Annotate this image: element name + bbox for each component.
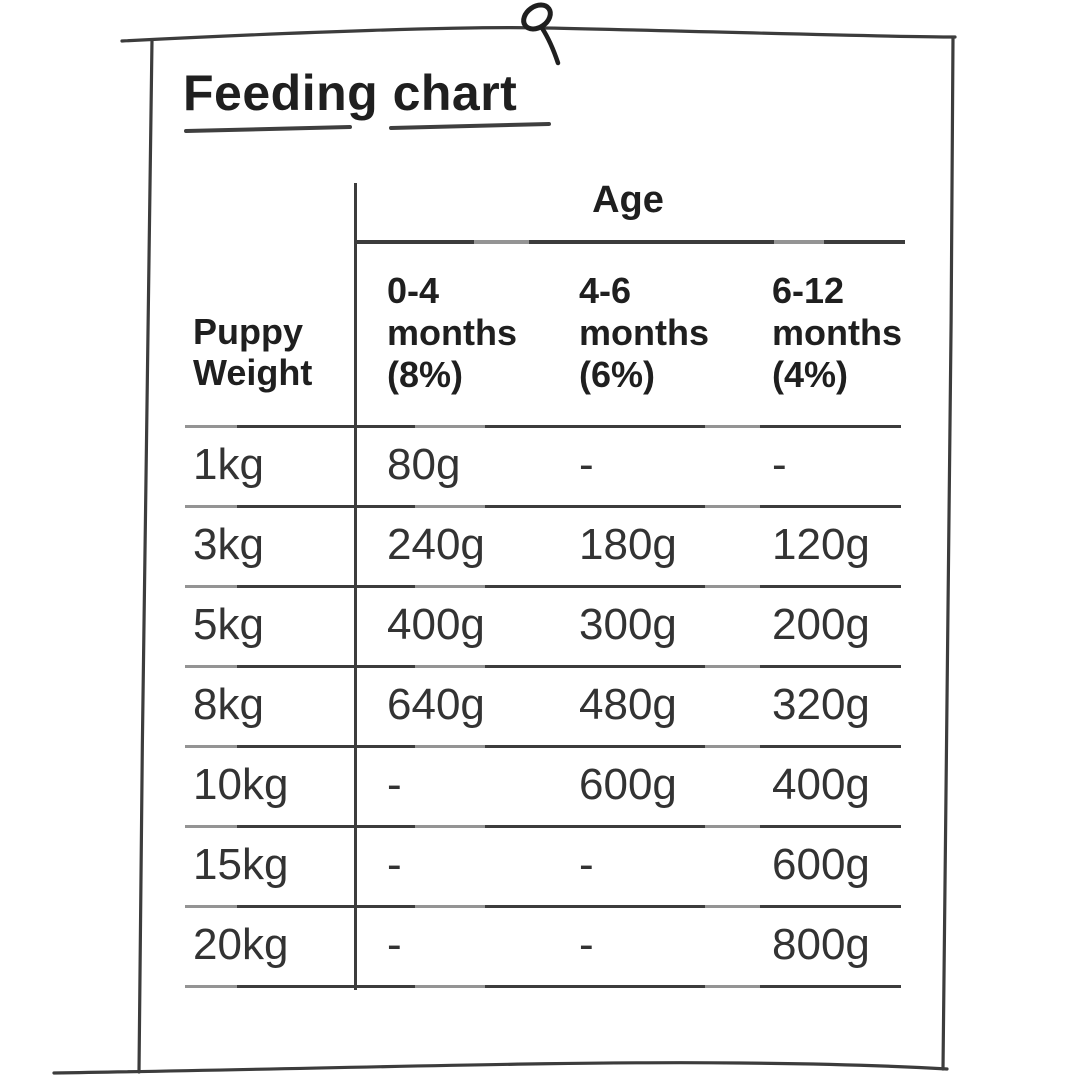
row-weight-label: 5kg (193, 600, 264, 649)
column-headers: 0-4 months (8%) 4-6 months (6%) 6-12 mon… (387, 270, 972, 396)
table-rule (185, 745, 901, 748)
cell-value: 600g (579, 760, 677, 809)
paper-bottom-edge (52, 1061, 949, 1075)
cell-value: - (579, 840, 594, 889)
cell-value: 300g (579, 600, 677, 649)
table-row: 20kg - - 800g (193, 905, 903, 985)
column-range: 6-12 (772, 270, 845, 311)
cell-value: 240g (387, 520, 485, 569)
cell-value: 180g (579, 520, 677, 569)
cell-value: 320g (772, 680, 870, 729)
table-row: 3kg 240g 180g 120g (193, 505, 903, 585)
row-weight-label: 20kg (193, 920, 289, 969)
column-percent: (4%) (772, 354, 849, 395)
table-row: 5kg 400g 300g 200g (193, 585, 903, 665)
cell-value: 600g (772, 840, 870, 889)
cell-value: 200g (772, 600, 870, 649)
table-rule (185, 985, 901, 988)
feeding-table-body: 1kg 80g - - 3kg 240g 180g 120g 5kg 400g … (193, 425, 903, 985)
paper-right-edge (941, 36, 955, 1071)
column-range: 0-4 (387, 270, 440, 311)
column-header-6-12-months: 6-12 months (4%) (772, 270, 972, 396)
table-rule (185, 425, 901, 428)
column-header-4-6-months: 4-6 months (6%) (579, 270, 772, 396)
cell-value: 480g (579, 680, 677, 729)
table-rule (185, 825, 901, 828)
cell-value: - (387, 760, 402, 809)
row-header-puppy-weight: Puppy Weight (193, 311, 313, 393)
column-unit: months (772, 312, 902, 353)
page-title: Feeding chart (183, 65, 518, 121)
cell-value: - (387, 920, 402, 969)
cell-value: - (772, 440, 787, 489)
cell-value: 800g (772, 920, 870, 969)
column-percent: (8%) (387, 354, 464, 395)
column-range: 4-6 (579, 270, 632, 311)
cell-value: 400g (772, 760, 870, 809)
table-rule (185, 665, 901, 668)
column-percent: (6%) (579, 354, 656, 395)
push-pin-icon (521, 2, 561, 66)
table-row: 15kg - - 600g (193, 825, 903, 905)
cell-value: - (579, 440, 594, 489)
row-weight-label: 8kg (193, 680, 264, 729)
cell-value: 120g (772, 520, 870, 569)
age-header-rule (354, 240, 905, 244)
cell-value: 80g (387, 440, 461, 489)
cell-value: - (579, 920, 594, 969)
cell-value: - (387, 840, 402, 889)
paper-top-edge (120, 26, 957, 43)
row-weight-label: 1kg (193, 440, 264, 489)
table-rule (185, 505, 901, 508)
age-header: Age (592, 179, 664, 221)
cell-value: 400g (387, 600, 485, 649)
cell-value: 640g (387, 680, 485, 729)
table-row: 8kg 640g 480g 320g (193, 665, 903, 745)
table-rule (185, 905, 901, 908)
column-unit: months (579, 312, 709, 353)
row-weight-label: 3kg (193, 520, 264, 569)
paper-left-edge (137, 38, 154, 1074)
table-row: 10kg - 600g 400g (193, 745, 903, 825)
table-row: 1kg 80g - - (193, 425, 903, 505)
row-weight-label: 10kg (193, 760, 289, 809)
table-rule (185, 585, 901, 588)
column-header-0-4-months: 0-4 months (8%) (387, 270, 579, 396)
title-underline-right (389, 122, 551, 130)
column-unit: months (387, 312, 517, 353)
title-underline-left (184, 125, 352, 133)
row-weight-label: 15kg (193, 840, 289, 889)
